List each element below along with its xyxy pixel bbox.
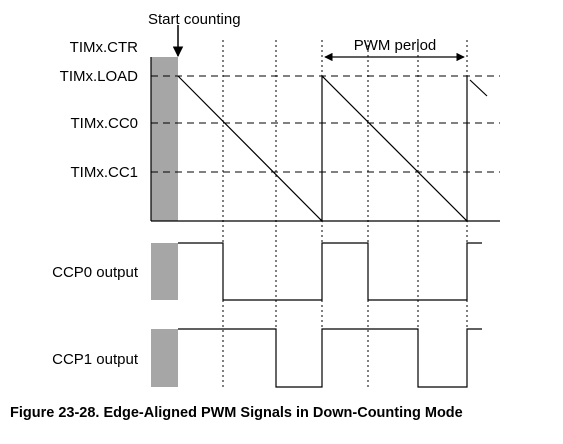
counter-waveform-continuation [469, 79, 488, 97]
ccp0-waveform [178, 242, 482, 301]
cc1-label: TIMx.CC1 [71, 164, 139, 181]
counter-label: TIMx.CTR [70, 39, 138, 56]
pwm-period-label: PWM period [354, 37, 437, 54]
pre-start-region-counter [151, 57, 178, 221]
ccp1-waveform [178, 328, 482, 388]
counter-waveform [177, 74, 468, 223]
cc0-label: TIMx.CC0 [71, 115, 139, 132]
load-label: TIMx.LOAD [60, 68, 139, 85]
figure-caption: Figure 23-28. Edge-Aligned PWM Signals i… [10, 405, 463, 421]
ccp1-output-label: CCP1 output [52, 351, 139, 368]
ccp0-output-label: CCP0 output [52, 264, 139, 281]
pre-start-region-ccp0 [151, 243, 178, 300]
start-counting-label: Start counting [148, 11, 241, 28]
pre-start-region-ccp1 [151, 329, 178, 387]
